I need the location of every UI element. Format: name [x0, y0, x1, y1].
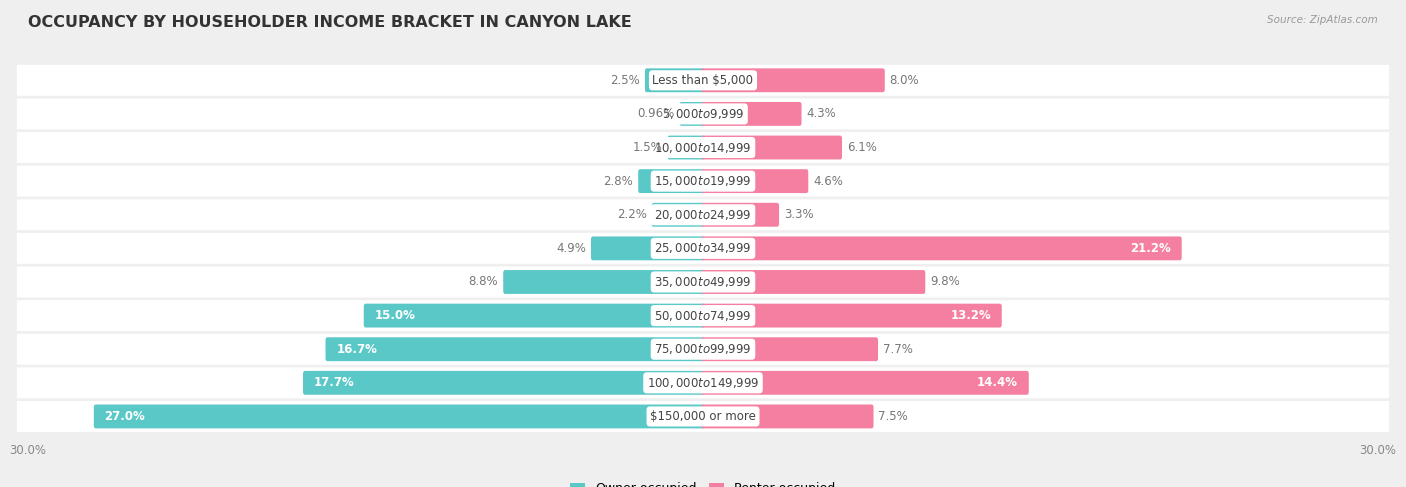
FancyBboxPatch shape [645, 68, 704, 92]
Text: $20,000 to $24,999: $20,000 to $24,999 [654, 208, 752, 222]
Text: $15,000 to $19,999: $15,000 to $19,999 [654, 174, 752, 188]
FancyBboxPatch shape [17, 98, 1389, 130]
Text: 7.5%: 7.5% [879, 410, 908, 423]
FancyBboxPatch shape [702, 371, 1029, 395]
Text: $10,000 to $14,999: $10,000 to $14,999 [654, 141, 752, 154]
FancyBboxPatch shape [17, 65, 1389, 96]
FancyBboxPatch shape [17, 300, 1389, 331]
FancyBboxPatch shape [17, 166, 1389, 197]
FancyBboxPatch shape [17, 199, 1389, 230]
FancyBboxPatch shape [702, 135, 842, 159]
FancyBboxPatch shape [702, 270, 925, 294]
Text: $150,000 or more: $150,000 or more [650, 410, 756, 423]
Text: 1.5%: 1.5% [633, 141, 662, 154]
FancyBboxPatch shape [638, 169, 704, 193]
Text: $50,000 to $74,999: $50,000 to $74,999 [654, 309, 752, 322]
Text: $35,000 to $49,999: $35,000 to $49,999 [654, 275, 752, 289]
FancyBboxPatch shape [503, 270, 704, 294]
Text: 4.9%: 4.9% [557, 242, 586, 255]
Text: 27.0%: 27.0% [104, 410, 145, 423]
FancyBboxPatch shape [702, 68, 884, 92]
FancyBboxPatch shape [17, 233, 1389, 264]
FancyBboxPatch shape [702, 236, 1181, 261]
Text: $100,000 to $149,999: $100,000 to $149,999 [647, 376, 759, 390]
FancyBboxPatch shape [679, 102, 704, 126]
Text: 13.2%: 13.2% [950, 309, 991, 322]
FancyBboxPatch shape [17, 367, 1389, 398]
Text: 7.7%: 7.7% [883, 343, 912, 356]
FancyBboxPatch shape [652, 203, 704, 226]
Text: 9.8%: 9.8% [931, 276, 960, 288]
Text: Source: ZipAtlas.com: Source: ZipAtlas.com [1267, 15, 1378, 25]
FancyBboxPatch shape [702, 337, 877, 361]
FancyBboxPatch shape [702, 102, 801, 126]
Text: 15.0%: 15.0% [374, 309, 415, 322]
Text: 8.8%: 8.8% [468, 276, 498, 288]
Text: 8.0%: 8.0% [890, 74, 920, 87]
Text: 21.2%: 21.2% [1130, 242, 1171, 255]
Text: 3.3%: 3.3% [785, 208, 814, 221]
Text: 2.8%: 2.8% [603, 175, 633, 187]
FancyBboxPatch shape [702, 304, 1001, 328]
FancyBboxPatch shape [94, 405, 704, 429]
FancyBboxPatch shape [364, 304, 704, 328]
FancyBboxPatch shape [304, 371, 704, 395]
Text: Less than $5,000: Less than $5,000 [652, 74, 754, 87]
Text: 16.7%: 16.7% [336, 343, 377, 356]
FancyBboxPatch shape [17, 401, 1389, 432]
FancyBboxPatch shape [326, 337, 704, 361]
Text: 4.6%: 4.6% [813, 175, 844, 187]
Text: 4.3%: 4.3% [807, 108, 837, 120]
Text: 0.96%: 0.96% [637, 108, 675, 120]
FancyBboxPatch shape [702, 203, 779, 226]
Text: 2.5%: 2.5% [610, 74, 640, 87]
FancyBboxPatch shape [702, 169, 808, 193]
Text: OCCUPANCY BY HOUSEHOLDER INCOME BRACKET IN CANYON LAKE: OCCUPANCY BY HOUSEHOLDER INCOME BRACKET … [28, 15, 631, 30]
Text: 2.2%: 2.2% [617, 208, 647, 221]
FancyBboxPatch shape [17, 266, 1389, 298]
Legend: Owner-occupied, Renter-occupied: Owner-occupied, Renter-occupied [565, 477, 841, 487]
FancyBboxPatch shape [702, 405, 873, 429]
FancyBboxPatch shape [668, 135, 704, 159]
Text: $5,000 to $9,999: $5,000 to $9,999 [662, 107, 744, 121]
Text: 6.1%: 6.1% [846, 141, 877, 154]
Text: $75,000 to $99,999: $75,000 to $99,999 [654, 342, 752, 356]
Text: 14.4%: 14.4% [977, 376, 1018, 389]
FancyBboxPatch shape [591, 236, 704, 261]
Text: $25,000 to $34,999: $25,000 to $34,999 [654, 242, 752, 255]
Text: 17.7%: 17.7% [314, 376, 354, 389]
FancyBboxPatch shape [17, 132, 1389, 163]
FancyBboxPatch shape [17, 334, 1389, 365]
